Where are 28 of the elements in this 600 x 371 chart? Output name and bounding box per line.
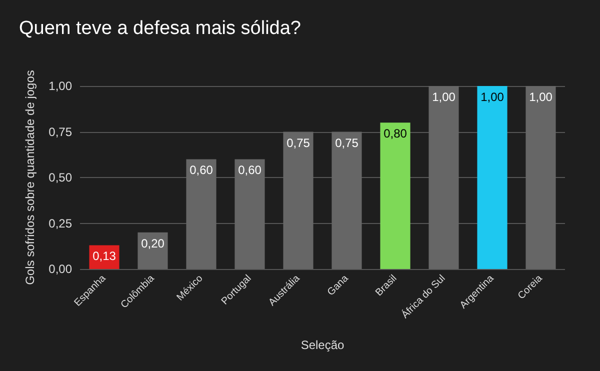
bar bbox=[332, 132, 362, 269]
data-label: 0,75 bbox=[286, 136, 310, 150]
data-label: 0,20 bbox=[141, 236, 165, 250]
bar bbox=[234, 159, 265, 269]
data-label: 0,75 bbox=[335, 136, 359, 150]
y-axis-title: Gols sofridos sobre quantidade de jogos bbox=[23, 70, 37, 285]
y-tick-label: 0,25 bbox=[48, 216, 72, 230]
bar bbox=[526, 86, 556, 269]
bar bbox=[428, 86, 459, 269]
data-label: 1,00 bbox=[529, 90, 553, 104]
data-label: 0,60 bbox=[190, 163, 214, 178]
bar bbox=[89, 245, 120, 269]
x-axis-title: Seleção bbox=[300, 338, 345, 352]
data-label: 0,60 bbox=[238, 163, 262, 178]
y-tick-label: 0,00 bbox=[48, 262, 72, 276]
bar bbox=[283, 132, 314, 269]
bar bbox=[138, 232, 168, 269]
bar bbox=[186, 159, 216, 269]
data-label: 0,80 bbox=[384, 126, 408, 141]
bar bbox=[477, 86, 508, 269]
data-label: 1,00 bbox=[480, 90, 504, 104]
data-label: 1,00 bbox=[432, 90, 456, 104]
y-tick-label: 0,50 bbox=[48, 170, 72, 184]
y-tick-label: 0,75 bbox=[48, 124, 72, 139]
chart-title: Quem teve a defesa mais sólida? bbox=[19, 18, 301, 39]
data-label: 0,13 bbox=[92, 249, 116, 264]
y-tick-label: 1,00 bbox=[48, 79, 72, 93]
bar bbox=[380, 122, 410, 269]
